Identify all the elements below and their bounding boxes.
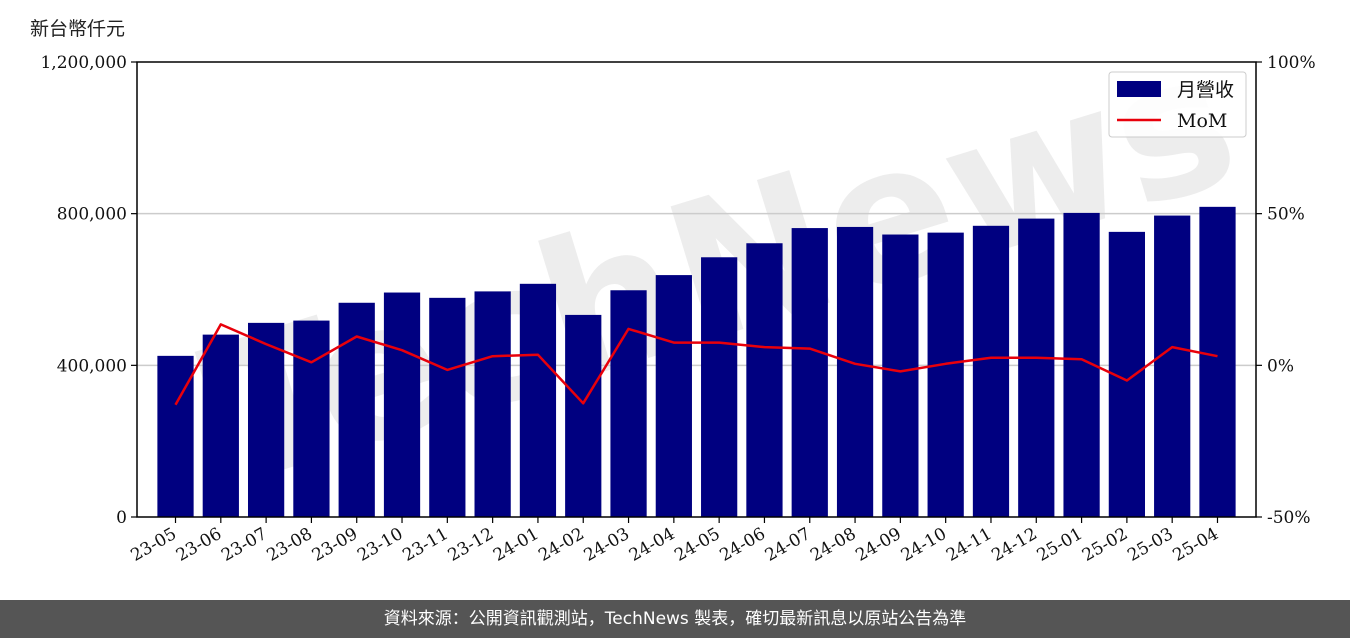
x-tick-label: 23-09 — [309, 524, 361, 566]
legend-label-revenue: 月營收 — [1177, 79, 1234, 101]
legend-label-mom: MoM — [1177, 110, 1227, 132]
bar-24-08 — [836, 226, 874, 517]
x-tick-label: 24-06 — [717, 524, 769, 566]
x-tick-label: 24-02 — [535, 524, 587, 566]
y-axis-unit-label: 新台幣仟元 — [30, 18, 126, 40]
x-tick-label: 24-04 — [626, 524, 678, 566]
bar-23-07 — [247, 322, 285, 517]
x-tick-label: 24-08 — [807, 524, 859, 566]
bar-24-06 — [746, 243, 783, 517]
x-tick-label: 23-12 — [445, 524, 497, 566]
bar-24-09 — [882, 234, 919, 518]
legend-swatch-revenue — [1117, 81, 1161, 97]
bar-23-10 — [383, 292, 421, 517]
x-tick-label: 25-02 — [1079, 524, 1131, 566]
bar-24-04 — [655, 275, 692, 517]
x-tick-label: 23-08 — [263, 524, 315, 566]
x-tick-label: 24-03 — [581, 524, 633, 566]
source-footer: 資料來源：公開資訊觀測站，TechNews 製表，確切最新訊息以原站公告為準 — [0, 600, 1350, 638]
x-tick-label: 23-11 — [399, 524, 451, 566]
y-right-tick-label: -50% — [1267, 508, 1311, 528]
x-tick-label: 25-01 — [1034, 524, 1086, 566]
bar-23-06 — [202, 334, 239, 517]
x-tick-label: 24-12 — [988, 524, 1040, 566]
x-tick-label: 23-07 — [218, 524, 270, 566]
bar-24-10 — [927, 232, 964, 517]
bar-23-09 — [338, 302, 375, 517]
y-left-tick-label: 1,200,000 — [40, 53, 127, 73]
bar-23-12 — [474, 291, 511, 517]
x-tick-label: 23-05 — [128, 524, 180, 566]
bar-23-08 — [293, 320, 330, 517]
x-tick-label: 25-03 — [1124, 524, 1176, 566]
mom-line — [174, 323, 1218, 406]
x-tick-label: 24-07 — [762, 524, 814, 566]
plot-frame — [136, 61, 1257, 518]
y-left-tick-label: 0 — [116, 508, 127, 528]
x-tick-label: 24-10 — [898, 524, 950, 566]
bar-24-03 — [610, 290, 647, 517]
y-right-tick-label: 100% — [1267, 53, 1316, 73]
y-left-tick-label: 400,000 — [57, 356, 127, 376]
bar-25-03 — [1154, 215, 1191, 517]
x-tick-label: 23-06 — [173, 524, 225, 566]
bar-24-12 — [1018, 218, 1055, 518]
y-left-tick-label: 800,000 — [57, 205, 127, 225]
x-tick-label: 24-01 — [490, 524, 542, 566]
bar-24-07 — [791, 228, 828, 517]
revenue-chart: TechNews 0400,000800,0001,200,000-50%0%5… — [40, 7, 1316, 566]
bar-23-11 — [429, 297, 466, 517]
x-tick-label: 25-04 — [1170, 524, 1222, 566]
x-tick-label: 24-09 — [852, 524, 904, 566]
bar-24-11 — [972, 225, 1010, 518]
y-right-tick-label: 50% — [1267, 205, 1305, 225]
x-tick-label: 24-05 — [671, 524, 723, 566]
bar-25-04 — [1199, 206, 1236, 517]
bar-24-05 — [701, 257, 738, 517]
bar-24-02 — [565, 314, 602, 517]
y-right-tick-label: 0% — [1267, 356, 1294, 376]
x-tick-label: 24-11 — [943, 524, 995, 566]
x-tick-label: 23-10 — [354, 524, 406, 566]
bar-24-01 — [519, 283, 557, 517]
